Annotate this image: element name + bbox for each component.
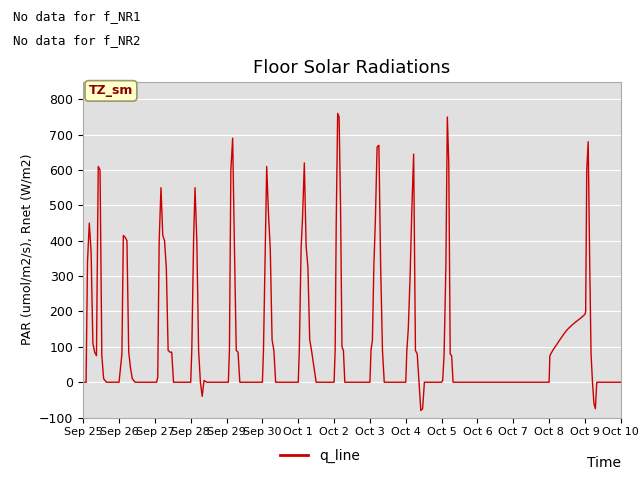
Text: TZ_sm: TZ_sm [89,84,133,97]
Title: Floor Solar Radiations: Floor Solar Radiations [253,59,451,77]
Text: Time: Time [587,456,621,470]
Text: No data for f_NR1: No data for f_NR1 [13,10,140,23]
Y-axis label: PAR (umol/m2/s), Rnet (W/m2): PAR (umol/m2/s), Rnet (W/m2) [20,154,33,345]
Text: No data for f_NR2: No data for f_NR2 [13,34,140,47]
Legend: q_line: q_line [275,443,365,468]
